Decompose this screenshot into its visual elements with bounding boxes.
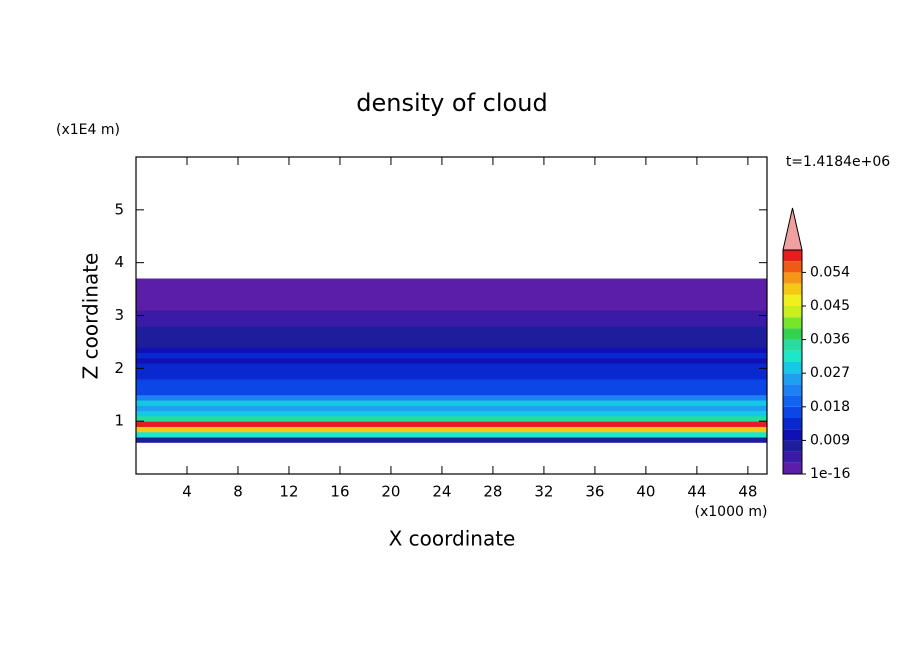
contour-band bbox=[136, 394, 767, 401]
y-tick-label: 2 bbox=[114, 359, 124, 377]
chart-title: density of cloud bbox=[356, 89, 547, 117]
colorbar-overflow bbox=[782, 207, 803, 251]
x-tick-label: 8 bbox=[233, 483, 243, 501]
y-tick-label: 4 bbox=[114, 253, 124, 271]
contour-band bbox=[136, 289, 767, 295]
contour-band bbox=[136, 431, 767, 438]
contour-band bbox=[136, 400, 767, 406]
colorbar-band bbox=[783, 384, 802, 396]
colorbar-band bbox=[783, 451, 802, 463]
colorbar-band bbox=[783, 373, 802, 385]
colorbar-band bbox=[783, 362, 802, 374]
contour-band bbox=[136, 336, 767, 343]
x-axis-title: X coordinate bbox=[389, 527, 516, 551]
x-unit: (x1000 m) bbox=[695, 504, 768, 520]
x-tick-label: 16 bbox=[330, 483, 349, 501]
colorbar-band bbox=[783, 350, 802, 362]
colorbar-tick-label: 0.027 bbox=[810, 365, 850, 381]
y-axis-title: Z coordinate bbox=[79, 253, 103, 380]
contour-band bbox=[136, 283, 767, 290]
colorbar-frame bbox=[782, 249, 803, 475]
colorbar-tick-label: 0.018 bbox=[810, 399, 850, 415]
contour-band bbox=[136, 384, 767, 390]
colorbar-band bbox=[783, 250, 802, 262]
contour-band bbox=[136, 378, 767, 385]
contour-band bbox=[136, 341, 767, 348]
contour-band bbox=[136, 294, 767, 301]
colorbar-tick-label: 1e-16 bbox=[810, 466, 850, 482]
x-tick-label: 20 bbox=[381, 483, 400, 501]
colorbar-band bbox=[783, 429, 802, 441]
contour-band bbox=[136, 405, 767, 412]
contour-band bbox=[136, 320, 767, 327]
x-tick-label: 12 bbox=[279, 483, 298, 501]
x-tick-label: 48 bbox=[738, 483, 757, 501]
x-tick-label: 36 bbox=[585, 483, 604, 501]
colorbar-band bbox=[783, 418, 802, 430]
y-tick-label: 5 bbox=[114, 200, 124, 218]
colorbar-band bbox=[783, 283, 802, 295]
colorbar-band bbox=[783, 317, 802, 329]
contour-band bbox=[136, 299, 767, 306]
colorbar-band bbox=[783, 272, 802, 284]
x-tick-label: 32 bbox=[534, 483, 553, 501]
y-tick-label: 3 bbox=[114, 306, 124, 324]
colorbar-band bbox=[783, 306, 802, 318]
contour-band bbox=[136, 368, 767, 375]
contour-band bbox=[136, 304, 767, 311]
contour-band bbox=[136, 347, 767, 353]
x-tick-label: 4 bbox=[182, 483, 192, 501]
contour-band bbox=[136, 410, 767, 417]
contour-band bbox=[136, 373, 767, 380]
colorbar-tick-label: 0.036 bbox=[810, 332, 850, 348]
contour-band bbox=[136, 389, 767, 396]
x-tick-label: 24 bbox=[432, 483, 451, 501]
contour-band bbox=[136, 315, 767, 322]
contour-band bbox=[136, 363, 767, 369]
colorbar-tick-label: 0.009 bbox=[810, 432, 850, 448]
contour-band bbox=[136, 426, 767, 433]
colorbar-band bbox=[783, 406, 802, 418]
colorbar-tick-label: 0.045 bbox=[810, 298, 850, 314]
x-tick-label: 44 bbox=[687, 483, 706, 501]
contour-band bbox=[136, 326, 767, 332]
contour-band bbox=[136, 415, 767, 422]
contour-band bbox=[136, 437, 767, 443]
contour-band bbox=[136, 357, 767, 364]
contour-band bbox=[136, 278, 767, 285]
colorbar-band bbox=[783, 440, 802, 452]
y-tick-label: 1 bbox=[114, 412, 124, 430]
colorbar-band bbox=[783, 462, 802, 474]
x-tick-label: 40 bbox=[636, 483, 655, 501]
y-unit: (x1E4 m) bbox=[56, 122, 120, 138]
contour-band bbox=[136, 331, 767, 338]
contour-band bbox=[136, 352, 767, 359]
contour-band bbox=[136, 310, 767, 316]
x-tick-label: 28 bbox=[483, 483, 502, 501]
contour-band bbox=[136, 421, 767, 427]
colorbar-band bbox=[783, 294, 802, 306]
colorbar-band bbox=[783, 328, 802, 340]
time-label: t=1.4184e+06 bbox=[786, 154, 890, 170]
colorbar-band bbox=[783, 395, 802, 407]
colorbar-tick-label: 0.054 bbox=[810, 264, 850, 280]
colorbar-band bbox=[783, 339, 802, 351]
colorbar-band bbox=[783, 261, 802, 273]
